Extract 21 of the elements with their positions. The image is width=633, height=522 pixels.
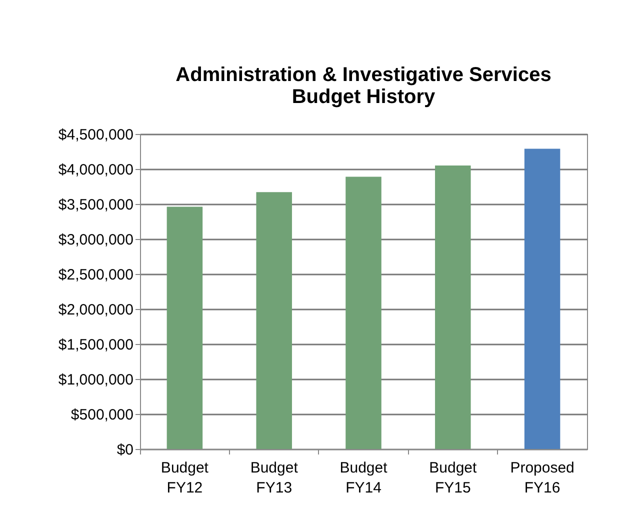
- y-tick-label: $2,000,000: [58, 302, 134, 318]
- bar: [256, 192, 292, 449]
- x-tick-label: Proposed FY16: [510, 460, 574, 496]
- y-tick-label: $3,500,000: [58, 196, 134, 214]
- y-tick-label: $1,000,000: [58, 372, 134, 388]
- y-tick-label: $2,500,000: [58, 266, 134, 284]
- y-tick-label: $4,000,000: [58, 162, 134, 178]
- chart-title: Administration & Investigative Services Budget History: [176, 64, 552, 108]
- x-tick-label: Budget FY14: [340, 460, 388, 496]
- x-tick-label: Budget FY12: [160, 460, 210, 496]
- bar: [346, 176, 382, 449]
- y-tick-label: $500,000: [70, 406, 134, 424]
- bar: [435, 166, 471, 449]
- x-tick-label: Budget FY15: [429, 460, 478, 496]
- bar: [166, 206, 203, 449]
- bar: [524, 148, 560, 449]
- y-tick-label: $1,500,000: [58, 336, 134, 354]
- y-tick-label: $3,000,000: [58, 232, 134, 248]
- x-tick-label: Budget FY13: [250, 460, 299, 496]
- y-tick-label: $0: [116, 442, 134, 458]
- y-tick-label: $4,500,000: [58, 126, 134, 144]
